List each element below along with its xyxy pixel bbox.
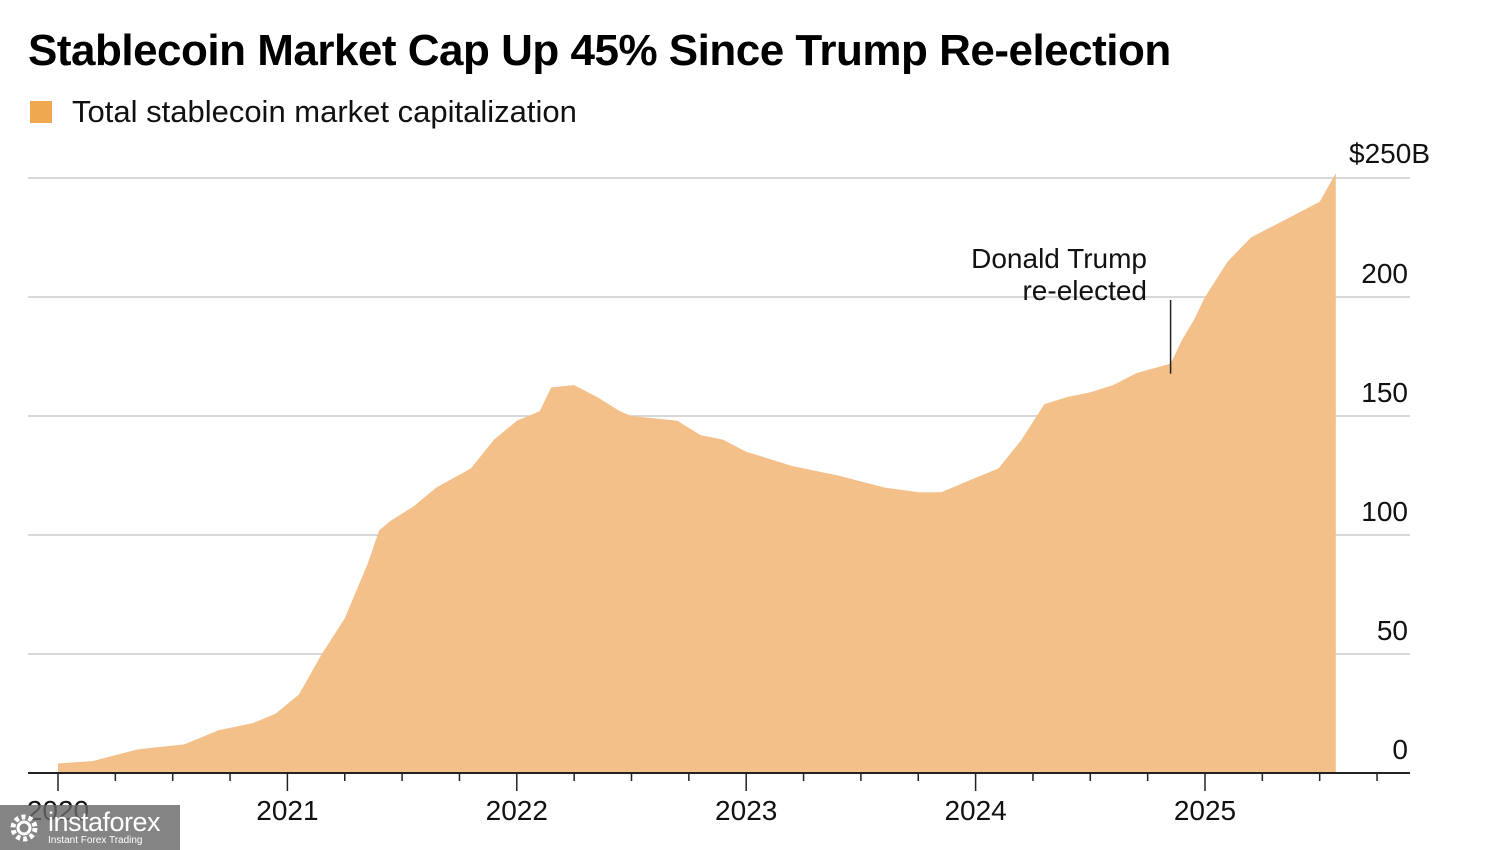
legend-label: Total stablecoin market capitalization	[72, 94, 577, 129]
y-tick-label: 150	[1361, 377, 1408, 408]
x-tick-label: 2022	[486, 795, 548, 826]
y-tick-label: 50	[1377, 615, 1408, 646]
watermark-tagline: Instant Forex Trading	[48, 835, 143, 846]
series-area	[58, 173, 1336, 773]
legend-swatch	[30, 101, 52, 123]
legend: Total stablecoin market capitalization	[30, 94, 577, 130]
x-tick-label: 2021	[256, 795, 318, 826]
chart-title: Stablecoin Market Cap Up 45% Since Trump…	[28, 26, 1171, 75]
watermark: instaforex Instant Forex Trading	[0, 805, 180, 850]
x-tick-label: 2023	[715, 795, 777, 826]
x-tick-label: 2024	[944, 795, 1006, 826]
y-tick-label: $250B	[1349, 138, 1430, 169]
y-tick-label: 0	[1392, 734, 1408, 765]
annotation-label: re-elected	[1022, 275, 1147, 306]
y-tick-label: 100	[1361, 496, 1408, 527]
x-tick-label: 2025	[1174, 795, 1236, 826]
watermark-name: instaforex	[48, 807, 161, 837]
annotation-label: Donald Trump	[971, 243, 1147, 274]
y-tick-label: 200	[1361, 258, 1408, 289]
gear-icon	[10, 814, 38, 841]
